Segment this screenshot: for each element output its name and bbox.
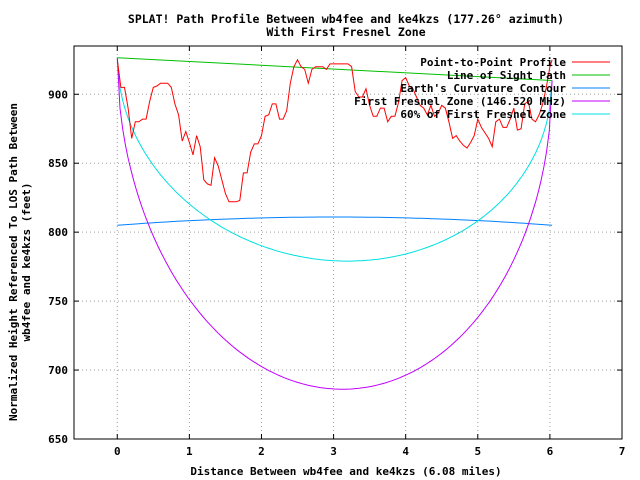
- series-line-earth-s-curvature-contour: [117, 216, 553, 226]
- y-tick-label: 850: [48, 157, 68, 170]
- chart-title: SPLAT! Path Profile Between wb4fee and k…: [128, 12, 564, 26]
- x-tick-label: 4: [402, 445, 409, 458]
- x-tick-label: 3: [330, 445, 337, 458]
- y-axis-label-group: Normalized Height Referenced To LOS Path…: [7, 103, 20, 421]
- series-line-first-fresnel-zone-146-520-mhz: [116, 57, 553, 390]
- legend-label-60-of-first-fresnel-zone: 60% of First Fresnel Zone: [400, 108, 566, 121]
- y-tick-label: 900: [48, 88, 68, 101]
- series-line-line-of-sight-path: [117, 57, 553, 81]
- legend-label-line-of-sight-path: Line of Sight Path: [447, 69, 566, 82]
- y-axis-label-line2-group: wb4fee and ke4kzs (feet): [20, 183, 33, 342]
- x-tick-label: 1: [186, 445, 193, 458]
- series-line-60-of-first-fresnel-zone: [116, 57, 553, 262]
- chart-subtitle: With First Fresnel Zone: [266, 25, 425, 39]
- legend-label-point-to-point-profile: Point-to-Point Profile: [420, 56, 566, 69]
- y-tick-label: 750: [48, 295, 68, 308]
- plot-area: [116, 57, 553, 390]
- y-tick-label: 800: [48, 226, 68, 239]
- series-line-point-to-point-profile: [116, 58, 553, 203]
- y-axis-label-line2: wb4fee and ke4kzs (feet): [20, 183, 33, 342]
- y-tick-label: 700: [48, 364, 68, 377]
- legend-label-first-fresnel-zone-146-520-mhz: First Fresnel Zone (146.520 MHz): [354, 95, 566, 108]
- x-tick-label: 6: [547, 445, 554, 458]
- y-tick-label: 650: [48, 433, 68, 446]
- plot-frame: [73, 45, 623, 440]
- x-axis-ticks: 0 1 2 3 4 5 6 7: [114, 46, 625, 458]
- legend-label-earth-s-curvature-contour: Earth's Curvature Contour: [400, 82, 566, 95]
- y-axis-ticks: 650 700 750 800 850 900: [48, 88, 622, 446]
- x-tick-label: 7: [619, 445, 626, 458]
- x-tick-label: 5: [474, 445, 481, 458]
- y-axis-label: Normalized Height Referenced To LOS Path…: [7, 103, 20, 421]
- x-tick-label: 2: [258, 445, 265, 458]
- x-tick-label: 0: [114, 445, 121, 458]
- x-axis-label: Distance Between wb4fee and ke4kzs (6.08…: [190, 465, 501, 478]
